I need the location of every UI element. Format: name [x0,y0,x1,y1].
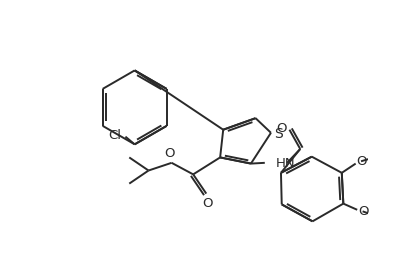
Text: O: O [201,197,212,210]
Text: Cl: Cl [108,129,121,142]
Text: O: O [275,122,285,135]
Text: O: O [357,205,368,218]
Text: S: S [273,127,282,140]
Text: O: O [355,155,366,168]
Text: HN: HN [275,157,294,170]
Text: O: O [164,147,174,160]
Text: methyl: methyl [375,156,380,157]
